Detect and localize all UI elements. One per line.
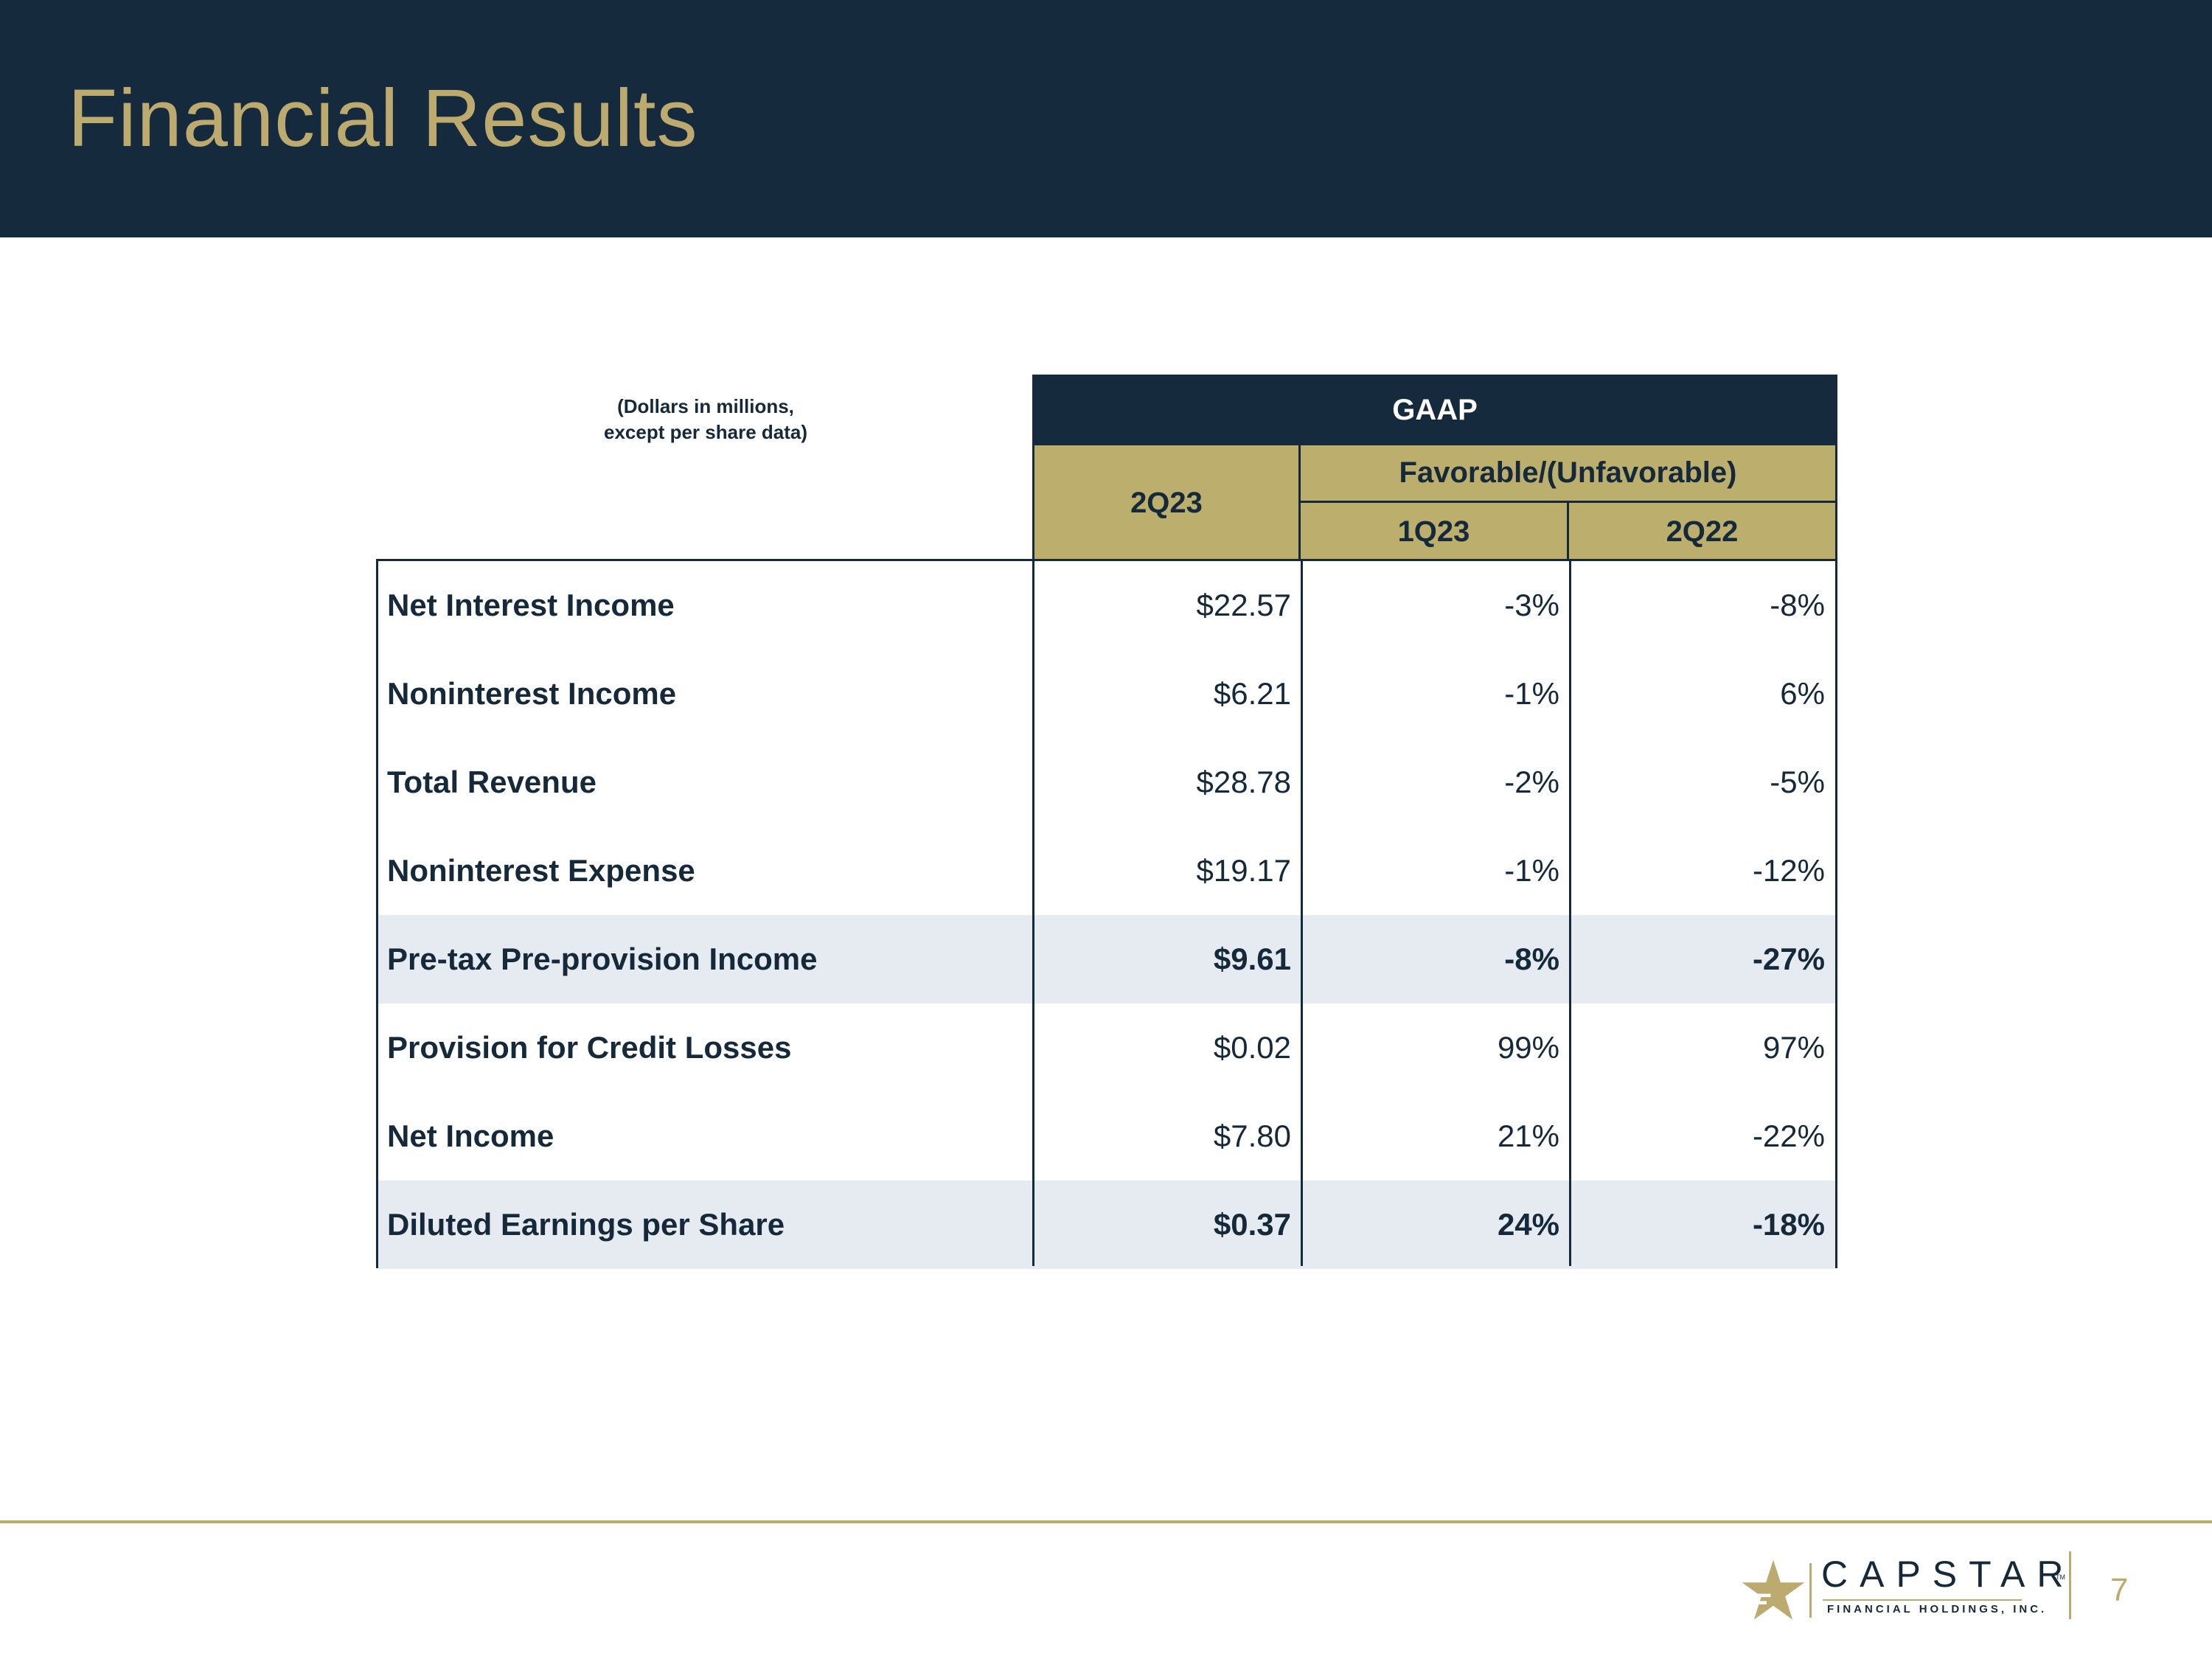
- table-row-highlighted: Diluted Earnings per Share $0.37 24% -18…: [378, 1180, 1835, 1269]
- value-2q23: $7.80: [1213, 1119, 1291, 1153]
- change-vs-1q23: -8%: [1504, 942, 1559, 976]
- change-vs-2q22: 6%: [1780, 676, 1825, 711]
- units-note-line-1: (Dollars in millions,: [617, 395, 794, 417]
- value-2q23: $28.78: [1196, 765, 1291, 799]
- change-vs-2q22: -8%: [1770, 588, 1825, 622]
- value-2q23: $9.61: [1213, 942, 1291, 976]
- change-vs-2q22: -18%: [1752, 1207, 1825, 1242]
- logo-subtitle: FINANCIAL HOLDINGS, INC.: [1827, 1603, 2048, 1615]
- page-title: Financial Results: [68, 73, 698, 164]
- favorable-unfavorable-header: Favorable/(Unfavorable): [1301, 445, 1837, 503]
- row-label: Diluted Earnings per Share: [387, 1207, 785, 1242]
- row-label: Total Revenue: [387, 765, 597, 799]
- value-2q23: $19.17: [1196, 853, 1291, 888]
- table-row: Net Income $7.80 21% -22%: [378, 1092, 1835, 1180]
- change-vs-1q23: -3%: [1504, 588, 1559, 622]
- title-banner: Financial Results: [0, 0, 2212, 237]
- column-divider: [1032, 561, 1034, 1266]
- change-vs-1q23: 21%: [1497, 1119, 1559, 1153]
- change-vs-1q23: 99%: [1497, 1030, 1559, 1065]
- row-label: Provision for Credit Losses: [387, 1030, 792, 1065]
- column-divider: [1569, 561, 1571, 1266]
- table-row-highlighted: Pre-tax Pre-provision Income $9.61 -8% -…: [378, 915, 1835, 1004]
- financial-results-table: Net Interest Income $22.57 -3% -8% Nonin…: [376, 559, 1837, 1269]
- logo-divider: [1809, 1563, 1812, 1618]
- change-vs-1q23: 24%: [1497, 1207, 1559, 1242]
- value-2q23: $0.02: [1213, 1030, 1291, 1065]
- company-logo: CAPSTAR TM FINANCIAL HOLDINGS, INC.: [1733, 1548, 2079, 1622]
- star-icon: [1740, 1559, 1805, 1620]
- column-header-2q23: 2Q23: [1032, 445, 1301, 560]
- row-label: Noninterest Expense: [387, 853, 695, 888]
- gaap-header: GAAP: [1032, 375, 1837, 445]
- footer-rule: [0, 1520, 2212, 1523]
- row-label: Pre-tax Pre-provision Income: [387, 942, 818, 976]
- column-header-2q22: 2Q22: [1569, 503, 1837, 560]
- logo-wordmark: CAPSTAR: [1821, 1554, 2076, 1595]
- logo-trademark: TM: [2056, 1573, 2065, 1581]
- change-vs-1q23: -1%: [1504, 676, 1559, 711]
- column-divider: [1301, 561, 1303, 1266]
- table-row: Total Revenue $28.78 -2% -5%: [378, 738, 1835, 827]
- change-vs-2q22: -22%: [1752, 1119, 1825, 1153]
- row-label: Noninterest Income: [387, 676, 677, 711]
- change-vs-2q22: -27%: [1752, 942, 1825, 976]
- table-row: Provision for Credit Losses $0.02 99% 97…: [378, 1004, 1835, 1092]
- row-label: Net Interest Income: [387, 588, 675, 622]
- value-2q23: $22.57: [1196, 588, 1291, 622]
- page-number-divider: [2069, 1551, 2071, 1619]
- value-2q23: $6.21: [1213, 676, 1291, 711]
- value-2q23: $0.37: [1213, 1207, 1291, 1242]
- row-label: Net Income: [387, 1119, 554, 1153]
- units-note-line-2: except per share data): [603, 421, 807, 443]
- table-row: Noninterest Expense $19.17 -1% -12%: [378, 827, 1835, 915]
- page-number: 7: [2110, 1572, 2129, 1608]
- units-note: (Dollars in millions, except per share d…: [525, 394, 886, 445]
- table-row: Net Interest Income $22.57 -3% -8%: [378, 561, 1835, 650]
- change-vs-1q23: -2%: [1504, 765, 1559, 799]
- change-vs-2q22: 97%: [1762, 1030, 1825, 1065]
- table-row: Noninterest Income $6.21 -1% 6%: [378, 650, 1835, 738]
- column-header-1q23: 1Q23: [1301, 503, 1569, 560]
- logo-rule: [1823, 1599, 2022, 1601]
- change-vs-1q23: -1%: [1504, 853, 1559, 888]
- change-vs-2q22: -12%: [1752, 853, 1825, 888]
- change-vs-2q22: -5%: [1770, 765, 1825, 799]
